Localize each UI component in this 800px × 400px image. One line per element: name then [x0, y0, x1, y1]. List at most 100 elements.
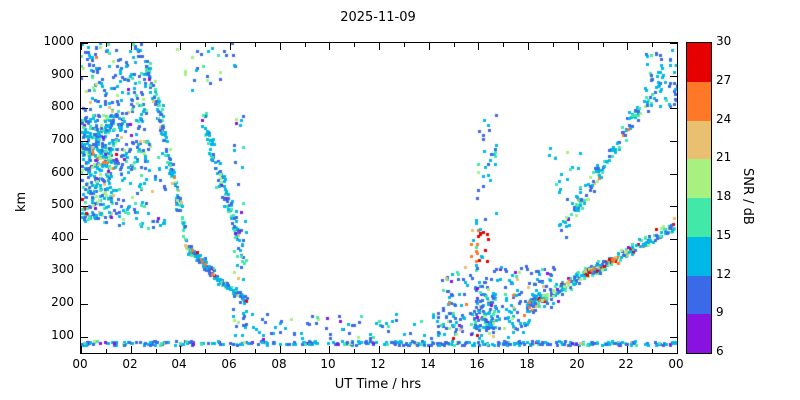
y-axis-label: km	[14, 191, 29, 212]
x-tick-minor-top	[404, 43, 405, 47]
colorbar-band	[687, 314, 711, 353]
x-tick-major	[180, 346, 181, 353]
x-tick-major-top	[180, 43, 181, 50]
y-tick-label: 1000	[43, 34, 74, 48]
x-tick-label: 12	[370, 357, 386, 371]
x-tick-major-top	[329, 43, 330, 50]
x-tick-minor-top	[603, 43, 604, 47]
x-tick-minor	[603, 349, 604, 353]
x-tick-major	[131, 346, 132, 353]
x-tick-minor-top	[354, 43, 355, 47]
y-tick-major-right	[670, 239, 677, 240]
x-tick-major	[528, 346, 529, 353]
colorbar-band	[687, 120, 711, 160]
y-tick-major-right	[670, 337, 677, 338]
x-tick-major-top	[81, 43, 82, 50]
y-tick-major	[81, 271, 88, 272]
colorbar-tick-label: 15	[716, 227, 732, 242]
x-tick-major-top	[131, 43, 132, 50]
x-tick-major-top	[230, 43, 231, 50]
y-tick-label: 400	[51, 230, 74, 244]
x-axis-label: UT Time / hrs	[334, 377, 422, 392]
x-tick-minor	[305, 349, 306, 353]
x-tick-major	[230, 346, 231, 353]
x-tick-label: 20	[569, 357, 585, 371]
x-tick-major-top	[578, 43, 579, 50]
colorbar-band	[687, 43, 711, 82]
x-tick-minor	[354, 349, 355, 353]
chart-title: 2025-11-09	[340, 10, 416, 25]
x-tick-major	[478, 346, 479, 353]
y-tick-major	[81, 141, 88, 142]
y-tick-major	[81, 76, 88, 77]
x-tick-minor-top	[205, 43, 206, 47]
x-tick-label: 08	[271, 357, 287, 371]
x-tick-minor	[503, 349, 504, 353]
colorbar-tick-label: 21	[716, 150, 732, 165]
x-tick-major	[280, 346, 281, 353]
y-tick-major	[81, 304, 88, 305]
x-tick-minor	[553, 349, 554, 353]
colorbar-band	[687, 198, 711, 237]
x-tick-label: 00	[668, 357, 684, 371]
x-tick-major	[329, 346, 330, 353]
x-tick-label: 02	[122, 357, 138, 371]
x-tick-minor	[156, 349, 157, 353]
x-tick-label: 18	[519, 357, 535, 371]
x-tick-minor-top	[553, 43, 554, 47]
x-tick-label: 04	[171, 357, 187, 371]
x-tick-minor	[255, 349, 256, 353]
y-tick-major	[81, 337, 88, 338]
colorbar-band	[687, 236, 711, 276]
y-tick-major-right	[670, 43, 677, 44]
y-tick-major-right	[670, 271, 677, 272]
y-tick-major-right	[670, 76, 677, 77]
x-tick-major	[578, 346, 579, 353]
y-tick-major	[81, 174, 88, 175]
x-tick-minor	[404, 349, 405, 353]
colorbar-tick-label: 6	[716, 344, 724, 358]
x-tick-major-top	[429, 43, 430, 50]
y-tick-major	[81, 108, 88, 109]
y-tick-label: 200	[51, 295, 74, 309]
x-tick-minor	[454, 349, 455, 353]
x-tick-major	[429, 346, 430, 353]
x-tick-major	[379, 346, 380, 353]
colorbar	[686, 42, 712, 354]
x-tick-major	[627, 346, 628, 353]
x-tick-major	[677, 346, 678, 353]
x-tick-minor-top	[156, 43, 157, 47]
y-tick-label: 900	[51, 67, 74, 81]
x-tick-minor-top	[106, 43, 107, 47]
x-tick-major-top	[280, 43, 281, 50]
x-tick-minor-top	[305, 43, 306, 47]
y-tick-label: 700	[51, 132, 74, 146]
colorbar-tick-label: 27	[716, 72, 732, 87]
y-tick-label: 800	[51, 99, 74, 113]
y-tick-major-right	[670, 108, 677, 109]
x-tick-major-top	[528, 43, 529, 50]
colorbar-tick-label: 12	[716, 266, 732, 281]
x-tick-major-top	[478, 43, 479, 50]
x-tick-major	[81, 346, 82, 353]
x-tick-minor	[106, 349, 107, 353]
colorbar-band	[687, 275, 711, 315]
y-tick-label: 600	[51, 165, 74, 179]
y-tick-major-right	[670, 141, 677, 142]
x-tick-label: 10	[320, 357, 336, 371]
y-tick-major	[81, 239, 88, 240]
y-tick-label: 100	[51, 328, 74, 342]
y-tick-label: 500	[51, 197, 74, 211]
colorbar-band	[687, 81, 711, 121]
colorbar-tick-label: 18	[716, 189, 732, 203]
y-tick-major	[81, 43, 88, 44]
x-tick-label: 22	[618, 357, 634, 371]
scatter-points-canvas	[81, 43, 677, 353]
colorbar-band	[687, 159, 711, 198]
x-tick-label: 14	[420, 357, 436, 371]
colorbar-tick-label: 9	[716, 305, 724, 320]
y-tick-label: 300	[51, 262, 74, 276]
x-tick-label: 00	[72, 357, 88, 371]
x-tick-major-top	[627, 43, 628, 50]
